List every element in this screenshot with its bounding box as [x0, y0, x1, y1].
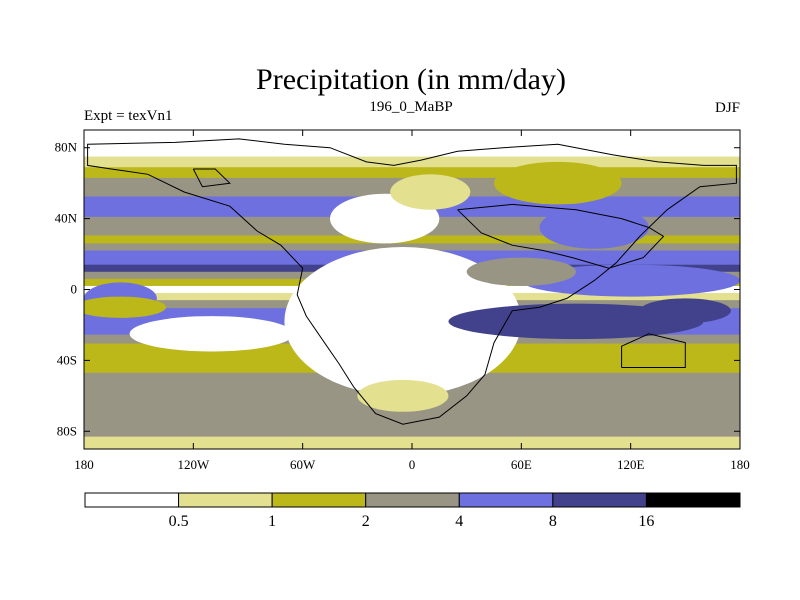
colorbar-label: 2	[362, 513, 370, 530]
precip-band	[84, 436, 740, 447]
coastline	[192, 168, 231, 188]
x-tick-label: 120E	[617, 457, 645, 472]
colorbar-label: 16	[638, 513, 654, 530]
precip-anomaly	[494, 161, 622, 205]
precip-anomaly	[539, 206, 649, 249]
y-tick-label: 80S	[57, 423, 77, 438]
x-tick-label: 60E	[511, 457, 532, 472]
precip-band	[84, 425, 740, 438]
colorbar-swatch	[645, 492, 741, 508]
colorbar-label: 8	[549, 513, 557, 530]
x-tick-label: 180	[730, 457, 750, 472]
colorbar-label: 4	[455, 513, 463, 530]
precip-anomaly	[639, 298, 731, 324]
coastline	[621, 333, 686, 368]
x-tick-label: 0	[409, 457, 416, 472]
coastline	[457, 203, 665, 269]
x-tick-label: 180	[74, 457, 94, 472]
colorbar-swatch	[458, 492, 554, 508]
precipitation-field	[84, 130, 740, 449]
colorbar-label: 1	[268, 513, 276, 530]
experiment-label: Expt = texVn1	[84, 108, 172, 124]
colorbar: 0.5 1 2 4 8 16	[84, 492, 741, 530]
coastline	[87, 138, 737, 425]
y-tick-label: 0	[71, 282, 78, 297]
precip-anomaly	[466, 257, 576, 286]
precip-anomaly	[284, 246, 522, 396]
colorbar-swatch	[271, 492, 367, 508]
season-label: DJF	[715, 100, 740, 116]
precip-anomaly	[521, 264, 740, 297]
period-label: 196_0_MaBP	[369, 99, 452, 115]
precip-band	[84, 167, 740, 179]
precip-band	[84, 130, 740, 146]
precip-band	[84, 145, 740, 158]
colorbar-swatch	[84, 492, 180, 508]
y-tick-label: 40N	[55, 211, 78, 226]
x-axis: 180 120W 60W 0 60E 120E 180	[74, 130, 750, 472]
continent-outlines	[87, 138, 737, 425]
x-tick-label: 60W	[290, 457, 316, 472]
chart-title: Precipitation (in mm/day)	[256, 63, 566, 96]
precip-anomaly	[448, 303, 704, 340]
x-tick-label: 120W	[177, 457, 210, 472]
colorbar-swatch	[178, 492, 273, 508]
precip-anomaly	[129, 316, 294, 352]
y-axis: 80N 40N 0 40S 80S	[55, 140, 740, 438]
y-tick-label: 80N	[55, 140, 78, 155]
colorbar-label: 0.5	[169, 513, 189, 530]
precip-band	[84, 415, 740, 427]
colorbar-swatch	[552, 492, 647, 508]
y-tick-label: 40S	[57, 352, 77, 367]
precip-anomaly	[84, 296, 166, 318]
precip-anomaly	[390, 174, 471, 210]
precip-anomaly	[357, 379, 449, 412]
colorbar-swatch	[365, 492, 460, 508]
